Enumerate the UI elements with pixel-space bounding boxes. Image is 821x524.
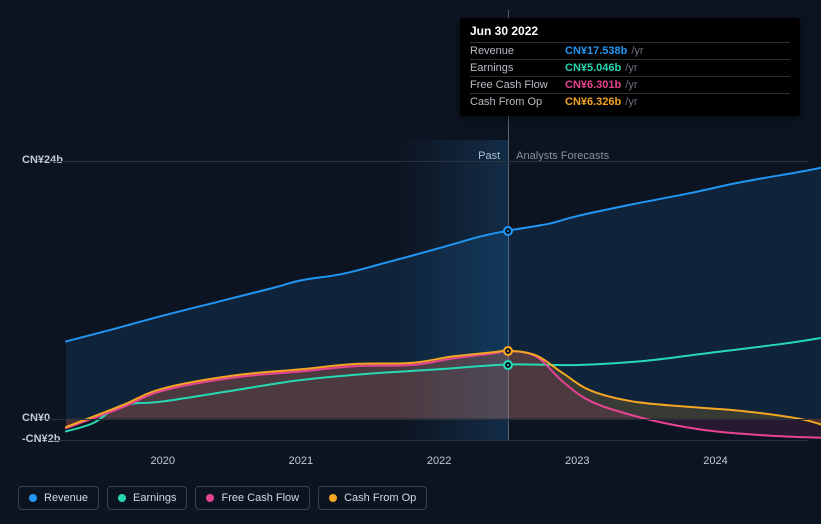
tooltip-row: RevenueCN¥17.538b/yr [470,42,790,59]
legend-label: Cash From Op [344,492,416,504]
chart-legend: Revenue Earnings Free Cash Flow Cash From O… [18,486,427,510]
x-axis-label: 2023 [565,455,589,467]
legend-dot-icon [206,494,214,502]
tooltip-row-label: Revenue [470,45,565,57]
legend-item-earnings[interactable]: Earnings [107,486,187,510]
tooltip-row-value: CN¥6.326b [565,96,621,108]
tooltip-row-value: CN¥6.301b [565,79,621,91]
hover-marker-revenue [503,226,513,236]
tooltip-row: EarningsCN¥5.046b/yr [470,59,790,76]
tooltip-title: Jun 30 2022 [470,24,790,42]
y-axis-label: -CN¥2b [22,433,61,445]
tooltip-row-unit: /yr [625,79,637,91]
legend-item-revenue[interactable]: Revenue [18,486,99,510]
x-axis-label: 2020 [150,455,174,467]
chart-tooltip: Jun 30 2022 RevenueCN¥17.538b/yrEarnings… [460,18,800,116]
legend-dot-icon [29,494,37,502]
gridline [48,161,808,162]
tooltip-row-unit: /yr [625,96,637,108]
tooltip-row-label: Earnings [470,62,565,74]
legend-dot-icon [329,494,337,502]
gridline [48,440,808,441]
tooltip-row: Free Cash FlowCN¥6.301b/yr [470,76,790,93]
gridline [48,419,808,420]
legend-item-fcf[interactable]: Free Cash Flow [195,486,310,510]
tooltip-row-unit: /yr [631,45,643,57]
legend-label: Revenue [44,492,88,504]
tooltip-row-unit: /yr [625,62,637,74]
legend-label: Earnings [133,492,176,504]
tooltip-row: Cash From OpCN¥6.326b/yr [470,93,790,110]
tooltip-row-value: CN¥17.538b [565,45,627,57]
tooltip-row-value: CN¥5.046b [565,62,621,74]
hover-marker-cfo [503,346,513,356]
legend-item-cfo[interactable]: Cash From Op [318,486,427,510]
legend-dot-icon [118,494,126,502]
y-axis-label: CN¥24b [22,154,63,166]
legend-label: Free Cash Flow [221,492,299,504]
x-axis-label: 2024 [703,455,727,467]
tooltip-row-label: Cash From Op [470,96,565,108]
tooltip-row-label: Free Cash Flow [470,79,565,91]
y-axis-label: CN¥0 [22,412,50,424]
hover-marker-earnings [503,360,513,370]
x-axis-label: 2022 [427,455,451,467]
x-axis-label: 2021 [289,455,313,467]
